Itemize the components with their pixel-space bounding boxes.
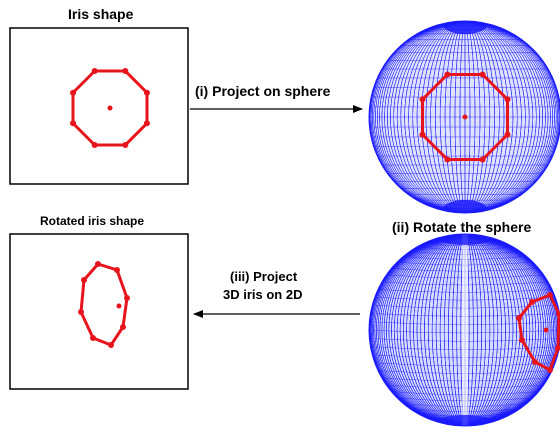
step-project-on-sphere-label: (i) Project on sphere (195, 83, 331, 99)
iris-vertex (143, 89, 150, 96)
iris-octagon-on-sphere (419, 71, 511, 163)
iris-vertex (479, 156, 486, 163)
iris-vertex (122, 68, 129, 75)
iris-vertex (444, 71, 451, 78)
pupil-center-dot (543, 327, 549, 333)
iris-vertex (504, 96, 511, 103)
iris-octagon-original (70, 68, 150, 148)
iris-vertex (124, 295, 130, 301)
iris-vertex (78, 309, 84, 315)
iris-rotated-projected (78, 261, 130, 348)
iris-shape-title: Iris shape (68, 6, 134, 22)
iris-vertex (419, 131, 426, 138)
step-project-to-2d-label-line2: 3D iris on 2D (223, 287, 303, 302)
rotated-iris-shape-box (9, 233, 189, 390)
iris-vertex (120, 324, 126, 330)
iris-vertex (504, 131, 511, 138)
pupil-center-dot (107, 105, 113, 111)
iris-vertex (95, 261, 101, 267)
iris-vertex (108, 342, 114, 348)
iris-vertex (547, 367, 553, 373)
iris-vertex (91, 141, 98, 148)
iris-vertex (529, 299, 535, 305)
step-rotate-sphere-label: (ii) Rotate the sphere (392, 219, 532, 235)
iris-vertex (122, 141, 129, 148)
iris-vertex (555, 345, 560, 351)
iris-vertex (519, 337, 525, 343)
iris-vertex (143, 120, 150, 127)
pupil-center-dot (116, 303, 122, 309)
iris-shape-box (9, 27, 189, 185)
iris-vertex (70, 120, 77, 127)
pupil-center-dot (462, 114, 468, 120)
iris-vertex (91, 68, 98, 75)
iris-vertex (70, 89, 77, 96)
sphere-rotated (368, 233, 560, 427)
iris-vertex (532, 359, 538, 365)
iris-vertex (90, 335, 96, 341)
iris-vertex (444, 156, 451, 163)
iris-vertex (419, 96, 426, 103)
iris-rotated-on-sphere (516, 292, 560, 373)
iris-vertex (479, 71, 486, 78)
iris-vertex (81, 277, 87, 283)
iris-vertex (556, 311, 560, 317)
step-project-to-2d-label-line1: (iii) Project (230, 269, 298, 284)
iris-vertex (114, 267, 120, 273)
iris-vertex (516, 315, 522, 321)
iris-vertex (547, 292, 553, 298)
rotated-iris-shape-title: Rotated iris shape (40, 214, 145, 228)
